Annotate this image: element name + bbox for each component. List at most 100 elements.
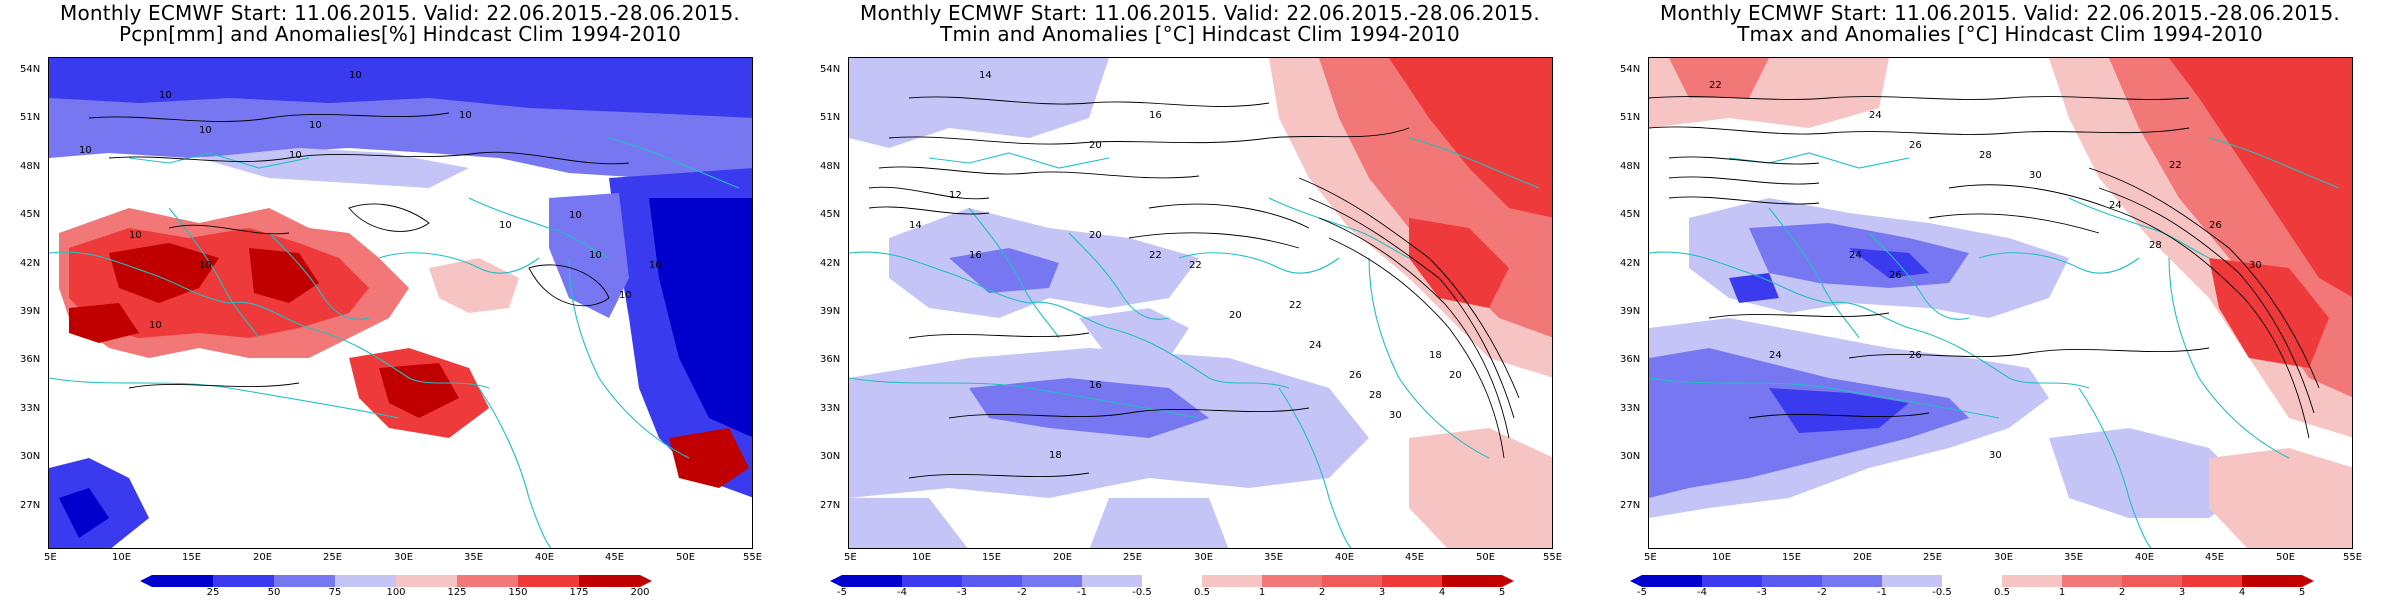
lon-tick: 20E [1053,552,1073,563]
lat-tick: 45N [820,209,841,220]
lat-tick: 48N [20,161,41,172]
panel-title-line1: Monthly ECMWF Start: 11.06.2015. Valid: … [60,1,740,25]
panel-title-line1: Monthly ECMWF Start: 11.06.2015. Valid: … [860,1,1540,25]
contour-label: 24 [1869,110,1882,121]
lat-tick: 39N [820,306,841,317]
legend-label: 0.5 [1994,587,2010,598]
contour-label: 10 [199,260,212,271]
lon-tick: 35E [2064,552,2084,563]
precip-legend: 25 50 75 100 125 150 175 200 [0,574,800,600]
contour-label: 28 [1979,150,1992,161]
lon-tick: 45E [605,552,625,563]
contour-label: 10 [159,90,172,101]
legend-label: -5 [837,587,847,598]
lon-tick: 55E [1543,552,1563,563]
contour-label: 10 [619,290,632,301]
lon-tick: 40E [535,552,555,563]
lat-tick: 36N [20,354,41,365]
contour-label: 12 [949,190,962,201]
contour-label: 10 [589,250,602,261]
legend-label: -0.5 [1132,587,1152,598]
tmin-map: 14 16 20 12 14 16 20 22 22 20 22 24 26 28 30 18 20 16 18 [848,57,1553,549]
contour-label: 26 [1909,350,1922,361]
contour-label: 30 [1389,410,1402,421]
tmin-legend: -5 -4 -3 -2 -1 -0.5 0.5 1 2 3 4 5 [800,574,1600,600]
lon-tick: 45E [1405,552,1425,563]
lat-tick: 51N [1620,112,1641,123]
legend-label: 1 [1258,587,1266,598]
contour-label: 14 [909,220,922,231]
panel-title-line2: Tmin and Anomalies [°C] Hindcast Clim 19… [940,22,1460,46]
legend-label: -3 [957,587,967,598]
contour-label: 30 [2249,260,2262,271]
tmin-colorbar [830,575,1514,587]
lat-tick: 39N [1620,306,1641,317]
panel-title-line1: Monthly ECMWF Start: 11.06.2015. Valid: … [1660,1,2340,25]
legend-label: 125 [447,587,467,598]
contour-label: 22 [1709,80,1722,91]
lon-tick: 25E [1123,552,1143,563]
tmin-map-field: 14 16 20 12 14 16 20 22 22 20 22 24 26 28 30 18 20 16 18 [849,58,1552,548]
contour-label: 22 [1289,300,1302,311]
precip-panel: Monthly ECMWF Start: 11.06.2015. Valid: … [0,0,800,600]
contour-label: 26 [1349,370,1362,381]
lon-tick: 5E [844,552,857,563]
legend-label: 1 [2058,587,2066,598]
contour-label: 10 [349,70,362,81]
legend-label: -5 [1637,587,1647,598]
lat-tick: 36N [1620,354,1641,365]
contour-label: 10 [309,120,322,131]
contour-label: 30 [1989,450,2002,461]
lat-tick: 27N [1620,500,1641,511]
lon-tick: 20E [1853,552,1873,563]
lon-tick: 10E [912,552,932,563]
lat-tick: 42N [20,258,41,269]
lon-tick: 25E [323,552,343,563]
contour-label: 10 [649,260,662,271]
tmax-colorbar [1630,575,2314,587]
lat-tick: 39N [20,306,41,317]
legend-label: 2 [2118,587,2126,598]
legend-label: -4 [1697,587,1707,598]
legend-label: 150 [508,587,528,598]
lon-tick: 25E [1923,552,1943,563]
lon-tick: 50E [1476,552,1496,563]
lon-tick: 40E [2135,552,2155,563]
tmin-panel: Monthly ECMWF Start: 11.06.2015. Valid: … [800,0,1600,600]
contour-label: 10 [199,125,212,136]
lon-tick: 15E [1782,552,1802,563]
lat-tick: 48N [820,161,841,172]
legend-label: -1 [1877,587,1887,598]
contour-label: 24 [1849,250,1862,261]
panel-title-line2: Pcpn[mm] and Anomalies[%] Hindcast Clim … [118,22,682,46]
contour-label: 16 [1149,110,1162,121]
lat-tick: 42N [820,258,841,269]
contour-label: 28 [1369,390,1382,401]
lat-tick: 45N [20,209,41,220]
lat-tick: 54N [1620,64,1641,75]
lat-tick: 30N [1620,451,1641,462]
legend-label: -4 [897,587,907,598]
contour-label: 10 [499,220,512,231]
lon-tick: 35E [1264,552,1284,563]
lat-tick: 30N [20,451,41,462]
lon-tick: 30E [1194,552,1214,563]
lat-tick: 27N [820,500,841,511]
lon-tick: 55E [743,552,763,563]
contour-label: 26 [1889,270,1902,281]
lon-tick: 50E [2276,552,2296,563]
lon-tick: 15E [982,552,1002,563]
contour-label: 20 [1089,230,1102,241]
contour-label: 14 [979,70,992,81]
lon-tick: 10E [112,552,132,563]
lat-tick: 30N [820,451,841,462]
contour-label: 10 [569,210,582,221]
contour-label: 22 [2169,160,2182,171]
precip-colorbar [140,575,652,587]
tmax-panel: Monthly ECMWF Start: 11.06.2015. Valid: … [1600,0,2400,600]
contour-label: 10 [79,145,92,156]
contour-label: 22 [1189,260,1202,271]
tmax-map: 22 24 26 28 30 22 24 26 28 30 24 26 24 26 30 [1648,57,2353,549]
lat-tick: 51N [820,112,841,123]
legend-label: 0.5 [1194,587,1210,598]
